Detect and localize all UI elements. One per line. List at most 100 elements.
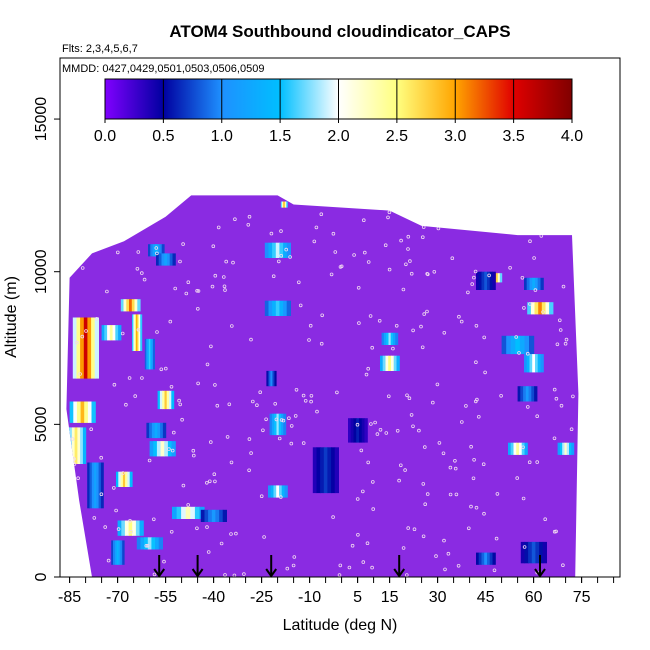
cloud-cell — [519, 335, 526, 355]
cloud-cell — [80, 401, 85, 423]
cloud-cell — [87, 317, 92, 379]
cloud-cell — [116, 540, 120, 565]
cloud-cell — [312, 447, 318, 494]
cloud-cell — [420, 212, 424, 222]
sample-dot — [391, 346, 395, 351]
sample-dot — [247, 214, 252, 219]
cloud-cell — [524, 442, 528, 455]
sample-dot — [470, 282, 475, 286]
cloud-cell — [101, 325, 105, 341]
cloud-cell — [98, 462, 102, 509]
cloud-cell — [80, 427, 84, 464]
sample-dot — [292, 555, 297, 559]
sample-dot — [419, 324, 423, 329]
sample-dot — [231, 260, 235, 265]
sample-dot — [456, 563, 461, 568]
sample-dot — [279, 418, 284, 422]
sample-dot — [140, 271, 144, 275]
sample-dot — [384, 431, 389, 435]
sample-dot — [136, 327, 141, 332]
sample-dot — [420, 345, 425, 350]
sample-dot — [168, 319, 173, 324]
sample-dot — [89, 427, 93, 432]
sample-dot — [535, 460, 539, 464]
sample-dot — [273, 401, 278, 406]
sample-dot — [405, 393, 409, 398]
sample-dot — [378, 427, 383, 432]
cloud-cell — [172, 253, 176, 266]
sample-dot — [362, 250, 367, 255]
cloud-cell — [532, 354, 536, 373]
cloud-cell — [276, 413, 280, 436]
cloud-cell — [112, 325, 116, 341]
sample-dot — [112, 486, 116, 490]
sample-dot — [425, 492, 430, 496]
sample-dot — [333, 250, 338, 254]
cloud-cell — [268, 300, 273, 316]
cloud-cell — [484, 552, 488, 565]
sample-dot — [284, 247, 289, 252]
cloud-cell — [167, 253, 171, 266]
sample-dot — [205, 525, 209, 529]
sample-dot — [116, 250, 120, 255]
sample-dot — [180, 417, 184, 422]
sample-dot — [75, 340, 79, 345]
cloud-cell — [364, 418, 368, 443]
cloud-cell — [520, 541, 526, 564]
cloud-cell — [535, 354, 539, 373]
sample-dot — [499, 393, 503, 398]
sample-dot — [224, 259, 229, 264]
cloud-cell — [169, 390, 172, 410]
sample-dot — [464, 404, 468, 408]
sample-dot — [312, 239, 317, 244]
cloud-cell — [526, 277, 530, 290]
sample-dot — [135, 266, 140, 271]
cloud-cell — [537, 277, 541, 290]
cloud-cell — [275, 300, 281, 316]
cloud-cell — [140, 537, 145, 550]
colorbar-tick-label: 2.0 — [327, 128, 349, 145]
cloud-cell — [135, 520, 141, 536]
colorbar-tick-label: 1.5 — [269, 128, 291, 145]
sample-dot — [520, 275, 525, 280]
cloud-cell — [190, 506, 196, 519]
cloud-cell — [91, 401, 96, 423]
sample-dot — [366, 366, 371, 371]
cloud-cell — [157, 422, 161, 439]
sample-dot — [533, 288, 538, 292]
sample-dot — [459, 420, 464, 424]
cloud-cell — [270, 370, 273, 387]
cloud-cell — [91, 317, 96, 379]
sample-dot — [469, 444, 473, 449]
sample-dot — [365, 541, 370, 545]
sample-dot — [155, 251, 159, 256]
sample-dot — [162, 559, 166, 564]
sample-dot — [459, 319, 464, 324]
cloud-cell — [481, 552, 485, 565]
sample-dot — [399, 238, 403, 243]
sample-dot — [227, 402, 232, 407]
cloud-cell — [391, 355, 395, 371]
cloud-cell — [538, 302, 543, 315]
sample-dot — [247, 437, 252, 441]
cloud-cell — [111, 540, 114, 565]
cloud-cell — [350, 418, 354, 443]
sample-dot — [401, 546, 406, 550]
colorbar-tick-label: 1.0 — [211, 128, 233, 145]
sample-dot — [80, 334, 85, 339]
cloud-cell — [164, 253, 168, 266]
sample-dot — [289, 441, 294, 446]
cloud-cell — [489, 271, 493, 290]
sample-dot — [383, 243, 388, 248]
dates-label: MMDD: 0427,0429,0501,0503,0506,0509 — [62, 63, 264, 75]
cloud-cell — [118, 325, 122, 341]
cloud-cell — [139, 520, 144, 536]
cloud-cell — [327, 447, 332, 494]
cloud-cell — [566, 442, 570, 455]
cloud-cell — [124, 520, 130, 536]
cloud-cell — [529, 335, 535, 355]
cloud-cell — [131, 299, 136, 312]
sample-dot — [94, 316, 99, 321]
sample-dot — [528, 239, 532, 244]
sample-dot — [195, 288, 199, 293]
